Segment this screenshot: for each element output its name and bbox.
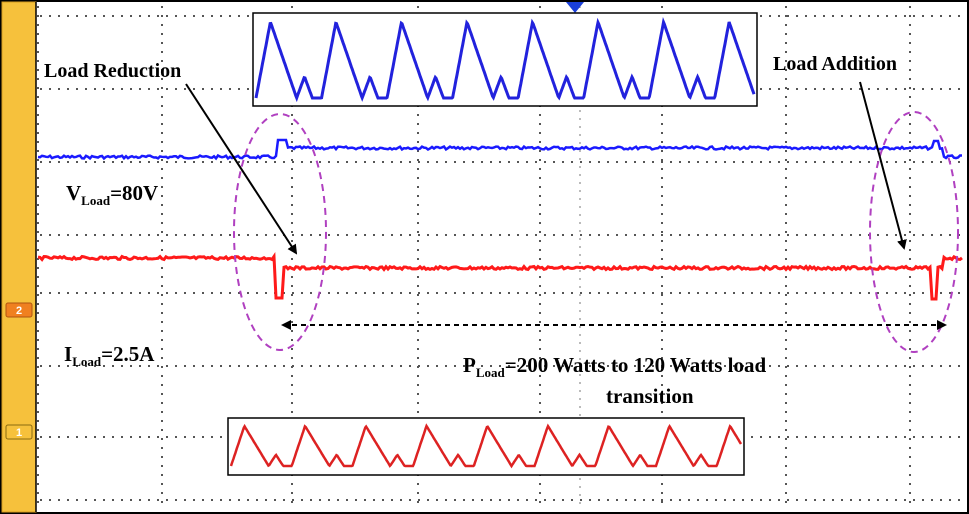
channel-2-marker bbox=[5, 302, 33, 318]
current-zoom-waveform bbox=[229, 423, 743, 469]
load-addition-ellipse bbox=[869, 111, 959, 353]
channel-1-marker bbox=[5, 424, 33, 440]
load-addition-label: Load Addition bbox=[773, 53, 897, 75]
load-reduction-arrow bbox=[185, 83, 298, 255]
load-addition-arrow bbox=[859, 81, 907, 250]
v-load-annotation: VLoad=80V bbox=[66, 181, 158, 208]
trigger-position-marker bbox=[566, 2, 584, 13]
series-current-trace bbox=[37, 251, 963, 301]
series-voltage-trace bbox=[37, 138, 963, 161]
channel-2-label: 2 bbox=[16, 305, 22, 317]
p-load-annotation-line2: transition bbox=[606, 384, 694, 408]
voltage-zoom-waveform bbox=[254, 17, 756, 103]
i-load-annotation: ILoad=2.5A bbox=[64, 342, 155, 369]
p-load-annotation: PLoad=200 Watts to 120 Watts load bbox=[463, 353, 767, 380]
load-reduction-ellipse bbox=[233, 113, 327, 351]
channel-1-label: 1 bbox=[16, 427, 22, 439]
load-reduction-label: Load Reduction bbox=[44, 60, 181, 82]
